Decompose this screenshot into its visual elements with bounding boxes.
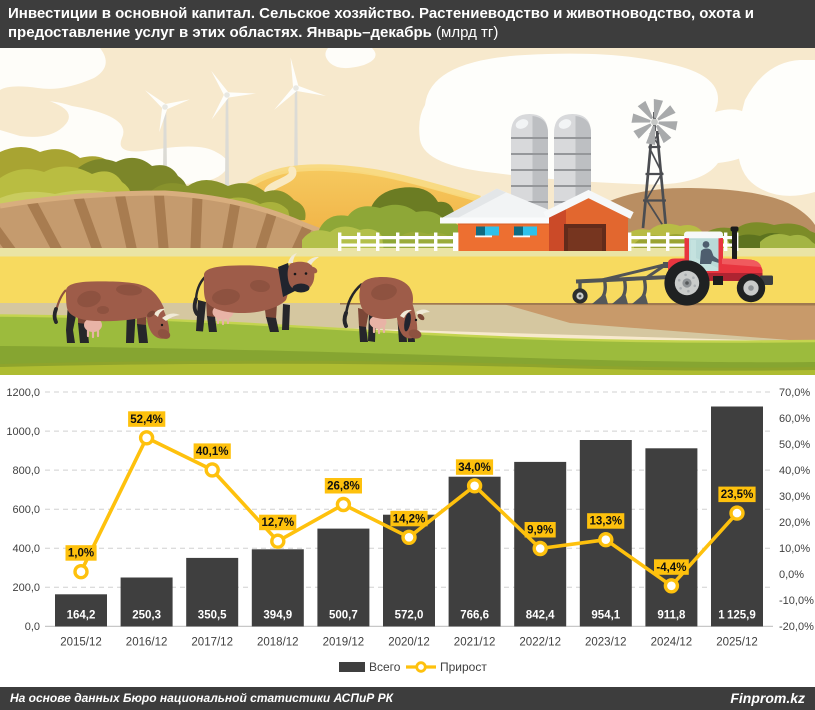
svg-text:-10,0%: -10,0%	[779, 595, 814, 607]
svg-text:34,0%: 34,0%	[458, 462, 491, 474]
svg-text:9,9%: 9,9%	[527, 525, 553, 537]
svg-text:2023/12: 2023/12	[585, 637, 627, 649]
svg-text:350,5: 350,5	[198, 610, 227, 622]
svg-text:40,1%: 40,1%	[196, 446, 229, 458]
svg-text:2019/12: 2019/12	[323, 637, 365, 649]
svg-text:23,5%: 23,5%	[721, 489, 754, 501]
svg-text:2024/12: 2024/12	[651, 637, 693, 649]
svg-text:394,9: 394,9	[263, 610, 292, 622]
svg-text:1200,0: 1200,0	[6, 387, 40, 399]
svg-text:20,0%: 20,0%	[779, 517, 810, 529]
svg-text:13,3%: 13,3%	[589, 516, 622, 528]
svg-text:1000,0: 1000,0	[6, 426, 40, 438]
svg-text:0,0: 0,0	[25, 621, 40, 633]
svg-text:954,1: 954,1	[591, 610, 620, 622]
svg-text:Всего: Всего	[369, 660, 401, 674]
svg-text:2017/12: 2017/12	[191, 637, 233, 649]
svg-text:766,6: 766,6	[460, 610, 489, 622]
svg-text:2018/12: 2018/12	[257, 637, 299, 649]
svg-text:1,0%: 1,0%	[68, 548, 94, 560]
svg-text:40,0%: 40,0%	[779, 465, 810, 477]
svg-text:52,4%: 52,4%	[130, 414, 163, 426]
svg-text:2021/12: 2021/12	[454, 637, 496, 649]
svg-text:1 125,9: 1 125,9	[718, 610, 755, 622]
svg-text:2016/12: 2016/12	[126, 637, 168, 649]
svg-text:842,4: 842,4	[526, 610, 555, 622]
svg-text:2015/12: 2015/12	[60, 637, 102, 649]
svg-text:10,0%: 10,0%	[779, 543, 810, 555]
svg-text:911,8: 911,8	[657, 610, 686, 622]
svg-text:400,0: 400,0	[12, 543, 40, 555]
svg-text:60,0%: 60,0%	[779, 413, 810, 425]
svg-text:14,2%: 14,2%	[393, 513, 426, 525]
svg-text:Прирост: Прирост	[440, 660, 487, 674]
svg-text:26,8%: 26,8%	[327, 481, 360, 493]
svg-text:800,0: 800,0	[12, 465, 40, 477]
svg-text:-4,4%: -4,4%	[656, 562, 686, 574]
svg-text:200,0: 200,0	[12, 582, 40, 594]
svg-text:50,0%: 50,0%	[779, 439, 810, 451]
svg-text:600,0: 600,0	[12, 504, 40, 516]
svg-text:70,0%: 70,0%	[779, 387, 810, 399]
svg-text:500,7: 500,7	[329, 610, 358, 622]
svg-text:164,2: 164,2	[67, 610, 96, 622]
svg-text:2022/12: 2022/12	[519, 637, 561, 649]
svg-text:0,0%: 0,0%	[779, 569, 804, 581]
svg-text:2025/12: 2025/12	[716, 637, 758, 649]
svg-text:572,0: 572,0	[395, 610, 424, 622]
svg-text:12,7%: 12,7%	[261, 517, 294, 529]
svg-text:30,0%: 30,0%	[779, 491, 810, 503]
svg-text:2020/12: 2020/12	[388, 637, 430, 649]
svg-text:-20,0%: -20,0%	[779, 621, 814, 633]
svg-text:250,3: 250,3	[132, 610, 161, 622]
